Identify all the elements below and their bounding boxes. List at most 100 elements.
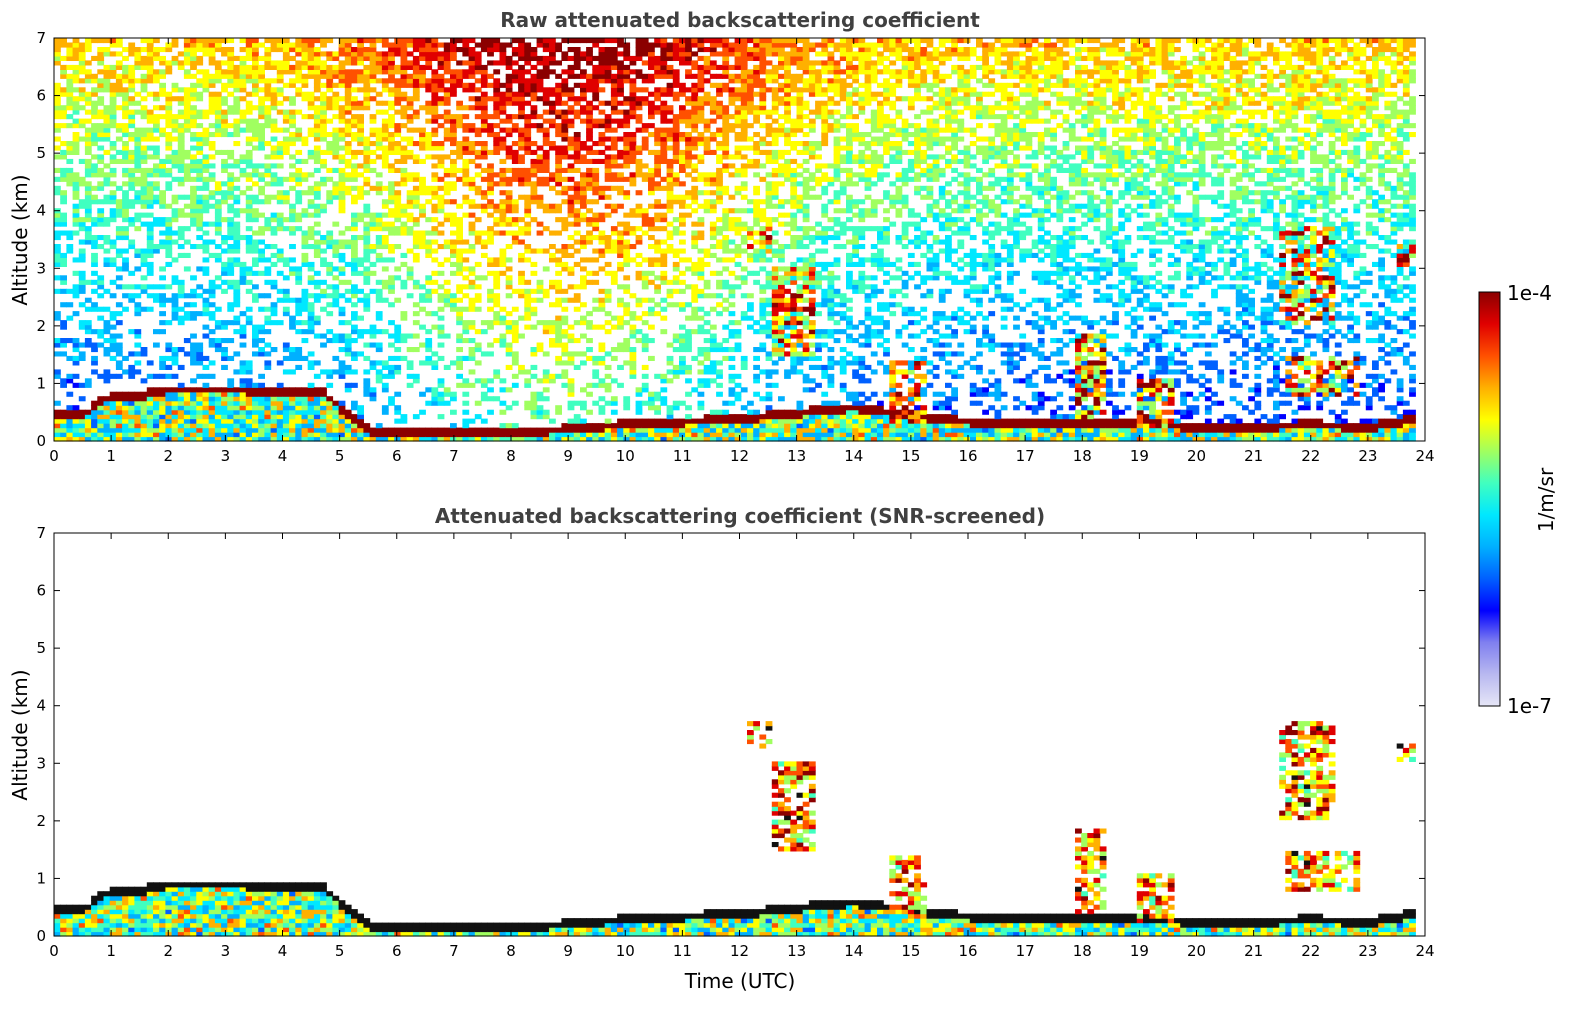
heatmap-cell bbox=[456, 320, 463, 326]
heatmap-cell bbox=[289, 132, 296, 138]
heatmap-cell bbox=[54, 257, 61, 263]
heatmap-cell bbox=[351, 96, 358, 102]
heatmap-cell bbox=[641, 100, 649, 106]
heatmap-cell bbox=[60, 176, 67, 182]
heatmap-cell bbox=[109, 311, 117, 317]
heatmap-cell bbox=[128, 396, 136, 402]
heatmap-cell bbox=[487, 261, 494, 267]
heatmap-cell bbox=[493, 284, 501, 290]
heatmap-cell bbox=[326, 235, 334, 241]
heatmap-cell bbox=[221, 351, 228, 357]
heatmap-cell bbox=[456, 252, 463, 258]
heatmap-cell bbox=[301, 55, 309, 61]
heatmap-cell bbox=[177, 364, 185, 370]
heatmap-cell bbox=[72, 69, 80, 75]
heatmap-cell bbox=[505, 221, 513, 227]
heatmap-cell bbox=[208, 239, 216, 245]
heatmap-cell bbox=[419, 145, 426, 151]
heatmap-cell bbox=[72, 342, 80, 348]
heatmap-cell bbox=[227, 387, 235, 393]
heatmap-cell bbox=[202, 199, 210, 205]
heatmap-cell bbox=[128, 221, 136, 227]
heatmap-cell bbox=[666, 64, 674, 70]
heatmap-cell bbox=[264, 360, 272, 366]
heatmap-cell bbox=[183, 311, 191, 317]
heatmap-cell bbox=[115, 105, 123, 111]
heatmap-cell bbox=[381, 235, 389, 241]
heatmap-cell bbox=[400, 427, 408, 433]
heatmap-cell bbox=[604, 432, 612, 438]
heatmap-cell bbox=[270, 409, 278, 415]
heatmap-cell bbox=[301, 239, 309, 245]
heatmap-cell bbox=[239, 333, 247, 339]
heatmap-cell bbox=[549, 320, 556, 326]
heatmap-cell bbox=[190, 302, 197, 308]
heatmap-cell bbox=[326, 239, 334, 245]
heatmap-cell bbox=[561, 266, 569, 272]
heatmap-cell bbox=[227, 109, 235, 115]
heatmap-cell bbox=[153, 199, 160, 205]
heatmap-cell bbox=[202, 69, 210, 75]
heatmap-cell bbox=[431, 154, 439, 160]
heatmap-cell bbox=[573, 38, 581, 44]
heatmap-cell bbox=[326, 194, 334, 200]
heatmap-cell bbox=[344, 127, 352, 133]
heatmap-cell bbox=[146, 360, 154, 366]
heatmap-cell bbox=[221, 217, 228, 223]
heatmap-cell bbox=[530, 172, 538, 178]
heatmap-cell bbox=[202, 109, 210, 115]
heatmap-cell bbox=[468, 226, 476, 232]
heatmap-cell bbox=[103, 248, 111, 254]
heatmap-cell bbox=[555, 100, 562, 106]
heatmap-cell bbox=[109, 194, 117, 200]
heatmap-cell bbox=[499, 100, 507, 106]
heatmap-cell bbox=[78, 320, 86, 326]
heatmap-cell bbox=[598, 78, 606, 84]
heatmap-cell bbox=[252, 333, 259, 339]
heatmap-cell bbox=[97, 47, 105, 53]
heatmap-cell bbox=[196, 266, 204, 272]
heatmap-cell bbox=[480, 149, 488, 155]
heatmap-cell bbox=[462, 38, 470, 44]
heatmap-cell bbox=[623, 396, 631, 402]
heatmap-cell bbox=[72, 436, 80, 442]
heatmap-cell bbox=[245, 217, 253, 223]
heatmap-cell bbox=[660, 315, 668, 321]
heatmap-cell bbox=[468, 55, 476, 61]
heatmap-cell bbox=[505, 217, 513, 223]
heatmap-cell bbox=[153, 145, 160, 151]
heatmap-cell bbox=[499, 60, 507, 66]
heatmap-cell bbox=[474, 230, 482, 236]
heatmap-cell bbox=[462, 409, 470, 415]
heatmap-cell bbox=[60, 414, 67, 420]
heatmap-cell bbox=[146, 42, 154, 48]
heatmap-cell bbox=[487, 190, 494, 196]
heatmap-cell bbox=[406, 141, 414, 147]
heatmap-cell bbox=[462, 355, 470, 361]
heatmap-cell bbox=[660, 378, 668, 384]
heatmap-cell bbox=[394, 42, 402, 48]
heatmap-cell bbox=[313, 279, 321, 285]
heatmap-cell bbox=[332, 105, 340, 111]
heatmap-cell bbox=[227, 78, 235, 84]
heatmap-cell bbox=[326, 78, 334, 84]
heatmap-cell bbox=[103, 338, 111, 344]
heatmap-cell bbox=[635, 55, 643, 61]
heatmap-cell bbox=[487, 432, 494, 438]
heatmap-cell bbox=[54, 51, 61, 57]
heatmap-cell bbox=[227, 244, 235, 250]
heatmap-cell bbox=[437, 60, 445, 66]
heatmap-cell bbox=[406, 78, 414, 84]
heatmap-cell bbox=[524, 145, 532, 151]
heatmap-cell bbox=[171, 423, 179, 429]
heatmap-cell bbox=[450, 132, 457, 138]
heatmap-cell bbox=[183, 91, 191, 97]
heatmap-cell bbox=[629, 208, 637, 214]
heatmap-cell bbox=[641, 87, 649, 93]
heatmap-cell bbox=[450, 396, 457, 402]
heatmap-cell bbox=[270, 311, 278, 317]
heatmap-cell bbox=[363, 69, 371, 75]
heatmap-cell bbox=[617, 436, 624, 442]
heatmap-cell bbox=[214, 96, 222, 102]
heatmap-cell bbox=[159, 47, 166, 53]
